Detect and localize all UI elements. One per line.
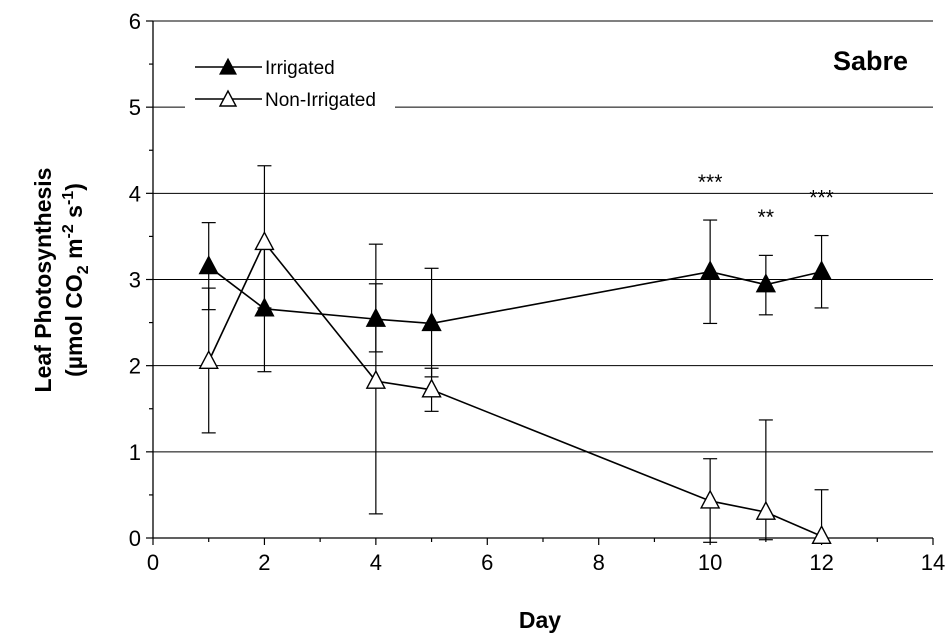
y-tick-label-1: 1 — [129, 440, 141, 465]
x-tick-label-0: 0 — [147, 550, 159, 575]
point-irrigated-day-11 — [755, 273, 777, 293]
x-tick-label-6: 6 — [481, 550, 493, 575]
legend-label-non-irrigated: Non-Irrigated — [265, 90, 376, 111]
significance-day-12: *** — [809, 186, 834, 209]
panel-label: Sabre — [833, 46, 908, 76]
point-non-irrigated-day-1 — [198, 349, 219, 370]
y-tick-label-4: 4 — [129, 181, 141, 206]
significance-day-10: *** — [698, 171, 723, 194]
significance-day-11: ** — [758, 206, 774, 229]
point-non-irrigated-day-11 — [755, 500, 777, 520]
legend-marker-non-irrigated — [218, 89, 238, 107]
y-axis-title-line2: (µmol CO2 m-2 s-1) — [60, 183, 92, 377]
point-non-irrigated-day-5 — [421, 378, 442, 398]
legend-label-irrigated: Irrigated — [265, 58, 335, 79]
legend-marker-irrigated — [219, 57, 237, 75]
x-tick-label-4: 4 — [370, 550, 382, 575]
point-irrigated-day-5 — [421, 311, 442, 332]
x-tick-label-2: 2 — [258, 550, 270, 575]
y-tick-label-3: 3 — [129, 268, 141, 293]
y-tick-label-0: 0 — [129, 526, 141, 551]
point-non-irrigated-day-10 — [699, 489, 721, 509]
point-non-irrigated-day-4 — [365, 369, 387, 389]
point-irrigated-day-12 — [811, 260, 832, 280]
x-tick-label-14: 14 — [921, 550, 945, 575]
point-non-irrigated-day-2 — [254, 230, 275, 251]
point-irrigated-day-2 — [254, 297, 275, 317]
y-axis-title-line1: Leaf Photosynthesis — [30, 168, 56, 393]
point-irrigated-day-1 — [198, 255, 219, 275]
x-tick-label-10: 10 — [698, 550, 722, 575]
significance-annotations: ******** — [698, 171, 834, 229]
axes — [146, 20, 934, 545]
legend: Irrigated Non-Irrigated — [185, 55, 395, 115]
y-tick-label-6: 6 — [129, 9, 141, 34]
series-markers — [198, 230, 832, 544]
point-irrigated-day-10 — [699, 260, 721, 280]
point-non-irrigated-day-12 — [811, 524, 832, 544]
x-axis-title: Day — [519, 607, 561, 633]
x-tick-label-8: 8 — [593, 550, 605, 575]
x-tick-label-12: 12 — [809, 550, 833, 575]
point-irrigated-day-4 — [365, 307, 387, 327]
y-tick-label-2: 2 — [129, 354, 141, 379]
y-tick-label-5: 5 — [129, 95, 141, 120]
